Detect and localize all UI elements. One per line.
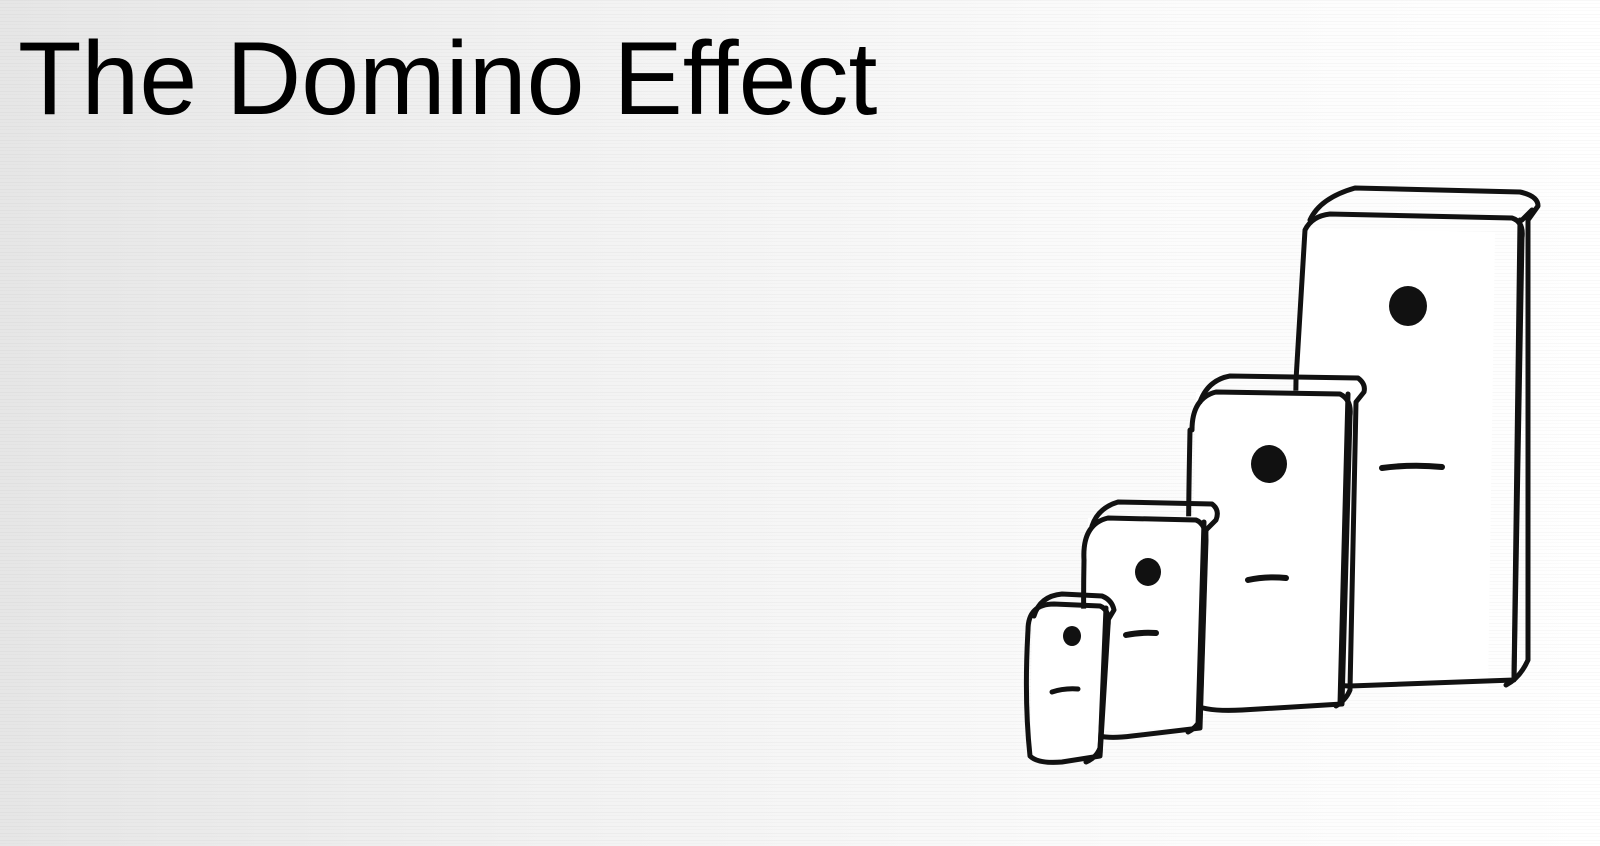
slide-title: The Domino Effect	[18, 21, 878, 137]
domino-1-icon	[1023, 591, 1117, 765]
dominoes-illustration-icon	[1020, 180, 1580, 800]
domino-2-icon	[1081, 499, 1220, 740]
domino-3-icon	[1185, 373, 1367, 713]
